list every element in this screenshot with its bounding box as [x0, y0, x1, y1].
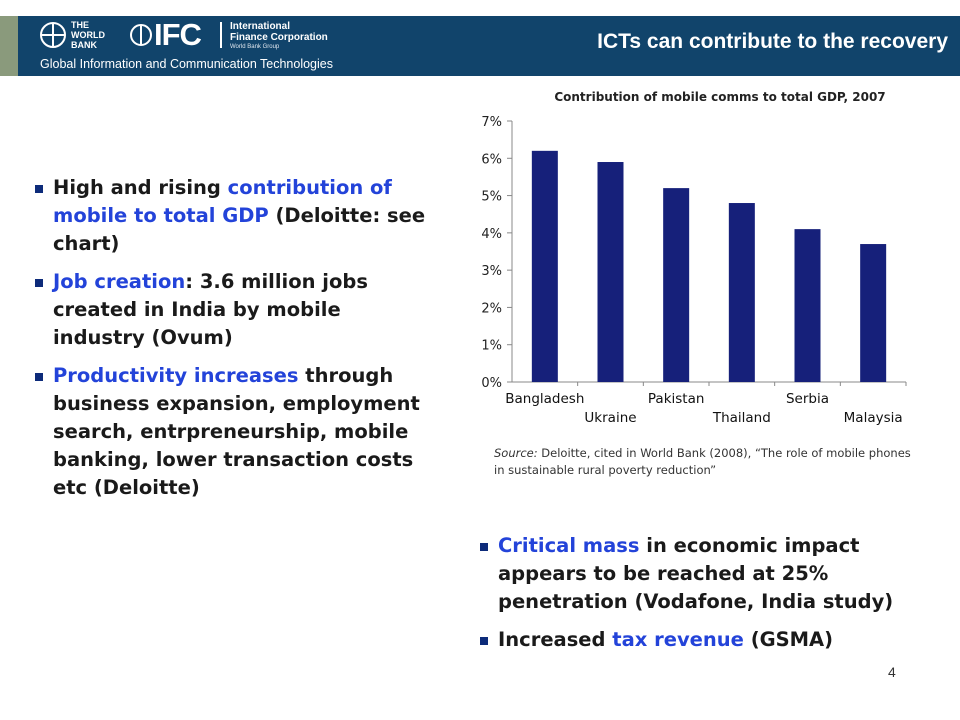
bullet-highlight: tax revenue — [612, 628, 744, 651]
bar — [728, 203, 755, 382]
bullet-pre: Increased — [498, 628, 613, 651]
y-tick-label: 0% — [481, 376, 502, 391]
bullet-item: High and rising contribution of mobile t… — [35, 174, 435, 258]
y-tick-label: 4% — [481, 227, 502, 242]
bullet-marker — [35, 185, 43, 193]
page-number: 4 — [888, 664, 896, 680]
bullet-item: Productivity increases through business … — [35, 362, 435, 502]
source-label: Source: — [494, 446, 538, 460]
bullet-highlight: contribution of mobile to total GDP — [53, 176, 392, 227]
y-tick-label: 2% — [481, 301, 502, 316]
chart-title: Contribution of mobile comms to total GD… — [554, 90, 886, 104]
bullet-post: through business expansion, employment s… — [53, 364, 420, 499]
bullet-pre: High and rising — [53, 176, 228, 199]
ifc-divider — [220, 22, 222, 48]
bullet-post: (GSMA) — [743, 628, 834, 651]
bullet-item: Critical mass in economic impact appears… — [480, 532, 950, 616]
bar — [663, 188, 690, 382]
world-bank-logo-text: THE WORLD BANK — [71, 20, 105, 50]
bullet-marker — [480, 543, 488, 551]
bar — [794, 229, 821, 382]
y-tick-label: 1% — [481, 339, 502, 354]
bar — [531, 150, 558, 382]
bar — [860, 244, 887, 382]
left-bullet-list: High and rising contribution of mobile t… — [35, 174, 435, 512]
ifc-logo-mark: IFC — [154, 17, 202, 52]
y-tick-label: 6% — [481, 152, 502, 167]
x-category-label: Serbia — [786, 391, 829, 407]
y-tick-label: 5% — [481, 190, 502, 205]
x-category-label: Bangladesh — [505, 391, 584, 407]
bullet-item: Increased tax revenue (GSMA) — [480, 626, 950, 654]
x-category-label: Thailand — [712, 410, 771, 426]
bullet-post: in economic impact appears to be reached… — [498, 534, 894, 613]
bullet-highlight: Critical mass — [498, 534, 640, 557]
chart-source: Source: Deloitte, cited in World Bank (2… — [494, 445, 924, 479]
ifc-group-label: World Bank Group — [230, 44, 280, 50]
ifc-globe-icon — [130, 24, 152, 46]
ifc-name: International Finance Corporation — [230, 21, 328, 43]
y-tick-label: 3% — [481, 264, 502, 279]
bullet-marker — [35, 373, 43, 381]
x-category-label: Malaysia — [844, 410, 903, 426]
bullet-highlight: Productivity increases — [53, 364, 299, 387]
bullet-item: Job creation: 3.6 million jobs created i… — [35, 268, 435, 352]
bar — [597, 162, 624, 382]
x-category-label: Ukraine — [584, 410, 636, 426]
right-bullet-list: Critical mass in economic impact appears… — [480, 532, 950, 664]
bullet-marker — [480, 637, 488, 645]
bullet-post: (Deloitte: see chart) — [53, 204, 426, 255]
bullet-post: : 3.6 million jobs created in India by m… — [53, 270, 368, 349]
bullet-highlight: Job creation — [53, 270, 186, 293]
bullet-marker — [35, 279, 43, 287]
header-banner: THE WORLD BANK IFC International Finance… — [0, 16, 960, 76]
y-tick-label: 7% — [481, 115, 502, 130]
banner-subtitle: Global Information and Communication Tec… — [40, 57, 333, 71]
x-category-label: Pakistan — [648, 391, 705, 407]
source-text: Deloitte, cited in World Bank (2008), “T… — [494, 446, 911, 477]
banner-accent-strip — [0, 16, 18, 76]
world-bank-logo-icon — [40, 22, 66, 48]
slide-title: ICTs can contribute to the recovery — [597, 30, 948, 53]
